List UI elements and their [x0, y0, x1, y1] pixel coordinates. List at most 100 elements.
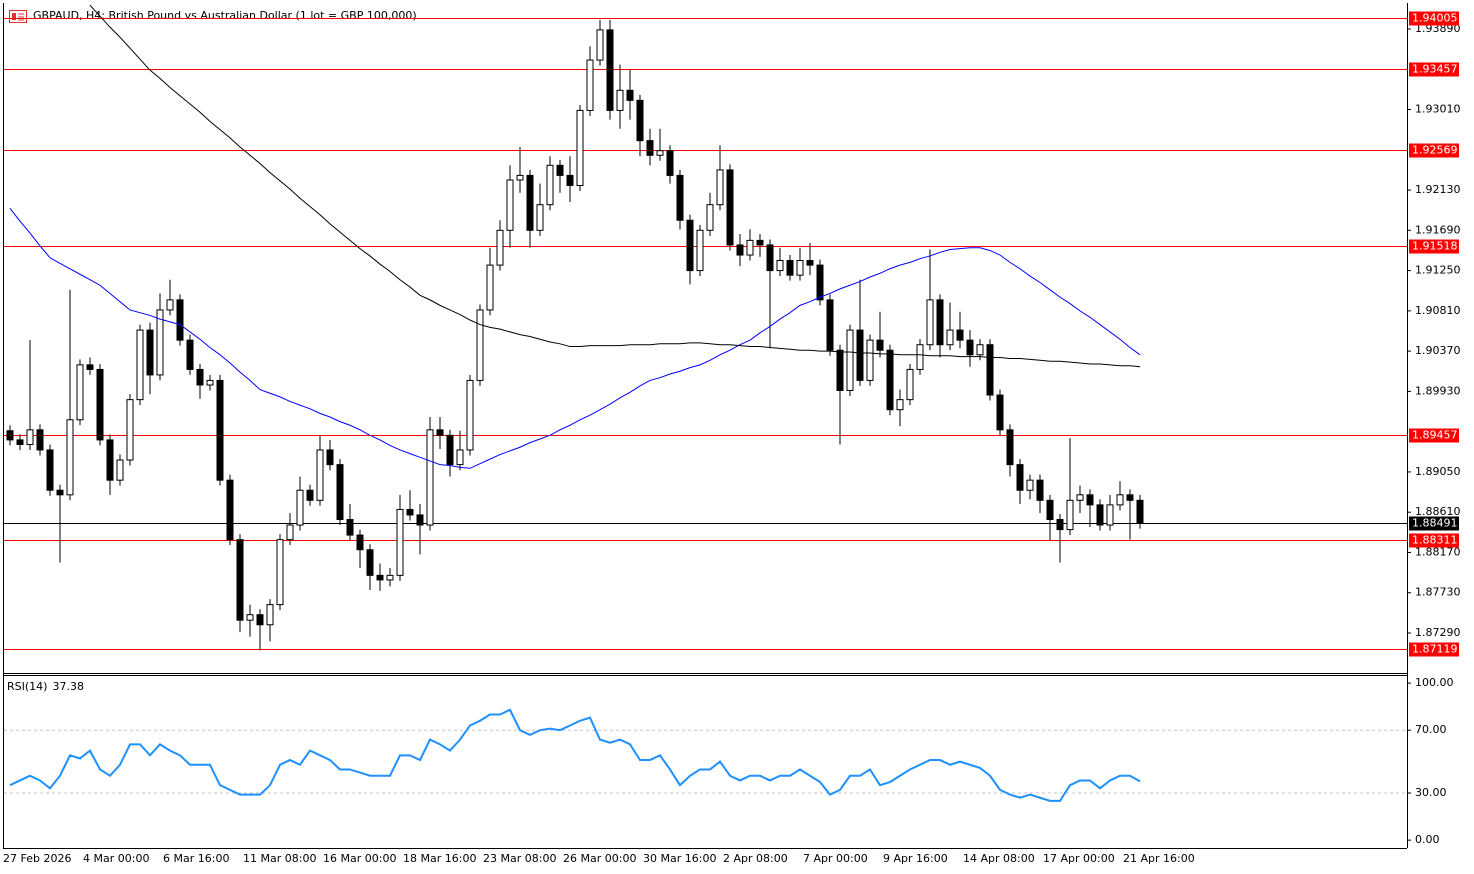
candle-body: [836, 349, 844, 391]
indicator-title: RSI(14): [7, 680, 47, 693]
candle-body: [726, 169, 734, 246]
price-level-label: 1.89457: [1412, 429, 1458, 442]
price-level-box: [1409, 428, 1459, 443]
candle-body: [186, 339, 194, 370]
chart-title: GBPAUD, H4: British Pound vs Australian …: [33, 9, 417, 22]
candle-body: [1126, 494, 1134, 501]
price-level-label: 1.93457: [1412, 63, 1458, 76]
y-tick-label: 1.93010: [1415, 103, 1461, 116]
candle-body: [106, 439, 114, 481]
candle-body: [66, 419, 74, 496]
candle-body: [306, 489, 314, 501]
candle-body: [976, 344, 984, 356]
price-level-label: 1.92569: [1412, 144, 1458, 157]
indicator-value: 37.38: [52, 680, 84, 693]
x-tick-label: 26 Mar 00:00: [563, 852, 636, 865]
x-tick-label: 23 Mar 08:00: [483, 852, 556, 865]
price-level-box: [1409, 62, 1459, 77]
candle-body: [226, 479, 234, 541]
candle-body: [686, 219, 694, 272]
candle-body: [376, 574, 384, 581]
candle-body: [446, 434, 454, 466]
x-tick-label: 16 Mar 00:00: [323, 852, 396, 865]
candle-body: [406, 508, 414, 516]
candle-body: [346, 519, 354, 536]
candle-body: [126, 399, 134, 461]
y-tick-label: 1.91690: [1415, 223, 1461, 236]
candle-body: [506, 179, 514, 231]
candle-body: [656, 150, 664, 156]
candle-body: [966, 339, 974, 356]
y-tick-label: 1.90370: [1415, 344, 1461, 357]
candle-body: [926, 299, 934, 346]
symbol-icon: [9, 10, 27, 23]
x-tick-label: 21 Apr 16:00: [1123, 852, 1195, 865]
candle-body: [46, 449, 54, 491]
price-level-label: 1.91518: [1412, 240, 1458, 253]
candle-body: [396, 508, 404, 576]
y-tick-label: 1.87290: [1415, 626, 1461, 639]
candle-body: [676, 174, 684, 221]
y-tick-label: 30.00: [1415, 786, 1447, 799]
y-tick-label: 1.89930: [1415, 384, 1461, 397]
x-tick-label: 17 Apr 00:00: [1043, 852, 1115, 865]
candle-body: [516, 174, 524, 181]
price-level-label: 1.94005: [1412, 12, 1458, 25]
candle-body: [1066, 499, 1074, 531]
price-level-box: [1409, 642, 1459, 657]
candle-body: [386, 574, 394, 581]
y-tick-label: 1.91250: [1415, 264, 1461, 277]
x-tick-label: 14 Apr 08:00: [963, 852, 1035, 865]
candle-body: [826, 299, 834, 351]
candle-body: [896, 399, 904, 411]
candle-body: [26, 429, 34, 445]
candle-body: [606, 29, 614, 111]
candle-body: [166, 299, 174, 311]
price-level-box: [1409, 533, 1459, 548]
candle-body: [996, 394, 1004, 431]
candle-body: [636, 99, 644, 142]
candle-body: [206, 379, 214, 386]
candle-body: [626, 89, 634, 101]
candle-body: [436, 429, 444, 436]
candle-body: [1116, 494, 1124, 506]
x-tick-label: 7 Apr 00:00: [803, 852, 868, 865]
y-tick-label: 1.89050: [1415, 465, 1461, 478]
candle-body: [16, 439, 24, 445]
price-level-box: [1409, 143, 1459, 158]
x-tick-label: 6 Mar 16:00: [163, 852, 229, 865]
candle-body: [1056, 519, 1064, 531]
indicator-line: [89, 4, 1141, 368]
price-level-label: 1.88311: [1412, 534, 1458, 547]
candle-body: [156, 309, 164, 376]
candle-body: [796, 260, 804, 276]
y-tick-label: 70.00: [1415, 723, 1447, 736]
candle-body: [576, 109, 584, 186]
candle-body: [1006, 429, 1014, 466]
candle-body: [586, 59, 594, 111]
candle-body: [1036, 479, 1044, 501]
y-tick-label: 1.88170: [1415, 545, 1461, 558]
y-tick-label: 1.87730: [1415, 586, 1461, 599]
candle-body: [76, 364, 84, 421]
x-tick-label: 30 Mar 16:00: [643, 852, 716, 865]
candle-body: [786, 260, 794, 276]
candle-body: [526, 174, 534, 231]
candle-body: [116, 459, 124, 481]
candle-body: [316, 449, 324, 501]
candle-body: [286, 524, 294, 541]
candle-body: [56, 489, 64, 496]
candle-body: [546, 164, 554, 206]
candle-body: [706, 204, 714, 231]
candle-body: [236, 539, 244, 621]
candle-body: [556, 164, 564, 176]
candle-body: [986, 344, 994, 396]
candle-body: [946, 329, 954, 346]
candle-body: [296, 489, 304, 526]
icon-part: [12, 13, 16, 20]
y-tick-label: 1.90810: [1415, 304, 1461, 317]
x-tick-label: 18 Mar 16:00: [403, 852, 476, 865]
candle-body: [616, 89, 624, 111]
